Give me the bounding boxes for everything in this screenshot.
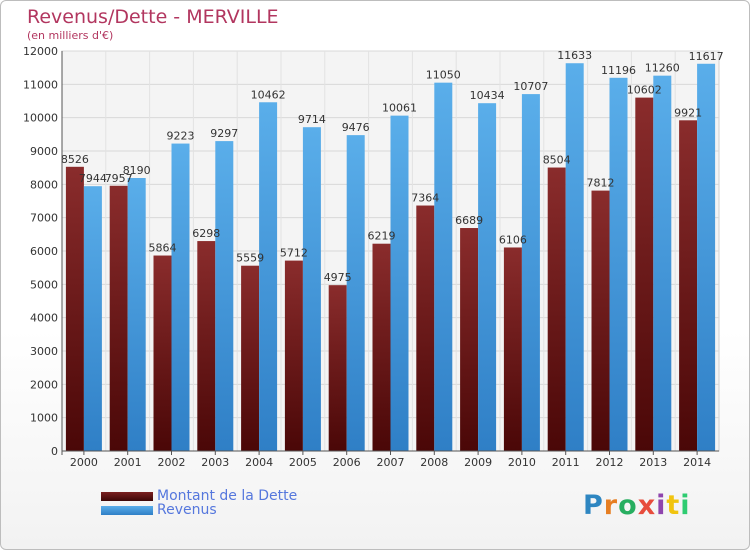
y-tick-label: 7000 — [30, 212, 58, 225]
data-label-dette: 5559 — [236, 252, 264, 265]
bar-revenus — [609, 77, 628, 452]
data-label-dette: 8526 — [61, 153, 89, 166]
data-label-dette: 5864 — [149, 242, 177, 255]
data-label-dette: 7364 — [411, 192, 439, 205]
x-tick-label: 2003 — [201, 456, 229, 469]
bar-dette — [416, 205, 435, 451]
data-label-dette: 6298 — [192, 227, 220, 240]
data-label-dette: 6689 — [455, 214, 483, 227]
x-tick-label: 2001 — [114, 456, 142, 469]
data-label-revenus: 9476 — [342, 121, 370, 134]
y-tick-label: 2000 — [30, 378, 58, 391]
y-tick-label: 6000 — [30, 245, 58, 258]
data-label-revenus: 9223 — [167, 130, 195, 143]
x-tick-label: 2008 — [420, 456, 448, 469]
bar-revenus — [215, 141, 234, 451]
x-tick-label: 2005 — [289, 456, 317, 469]
data-label-revenus: 11633 — [557, 49, 592, 62]
bar-revenus — [478, 103, 497, 451]
bar-dette — [460, 228, 479, 451]
data-label-revenus: 10707 — [513, 80, 548, 93]
bar-dette — [679, 120, 698, 452]
chart-subtitle: (en milliers d'€) — [27, 29, 114, 42]
x-tick-label: 2004 — [245, 456, 273, 469]
y-tick-label: 5000 — [30, 278, 58, 291]
legend-swatch-dette — [101, 491, 153, 501]
x-tick-label: 2014 — [683, 456, 711, 469]
x-tick-label: 2002 — [158, 456, 186, 469]
data-label-revenus: 9714 — [298, 113, 326, 126]
y-tick-label: 1000 — [30, 412, 58, 425]
data-label-dette: 7957 — [105, 172, 133, 185]
bar-dette — [372, 243, 391, 451]
data-label-dette: 10602 — [627, 84, 662, 97]
x-tick-label: 2006 — [333, 456, 361, 469]
data-label-revenus: 10061 — [382, 102, 417, 115]
data-label-dette: 6106 — [499, 233, 527, 246]
bar-dette — [591, 190, 610, 451]
bar-revenus — [390, 115, 409, 451]
bar-revenus — [127, 178, 146, 451]
bar-dette — [197, 241, 216, 451]
data-label-revenus: 10434 — [470, 89, 505, 102]
data-label-dette: 5712 — [280, 247, 308, 260]
x-tick-label: 2007 — [377, 456, 405, 469]
x-tick-label: 2012 — [596, 456, 624, 469]
data-label-dette: 4975 — [324, 271, 352, 284]
y-tick-label: 11000 — [23, 78, 58, 91]
y-tick-label: 9000 — [30, 145, 58, 158]
data-label-revenus: 11050 — [426, 69, 461, 82]
x-tick-label: 2011 — [552, 456, 580, 469]
legend-item-revenus: Revenus — [101, 501, 217, 519]
data-label-dette: 9921 — [674, 106, 702, 119]
bar-dette — [284, 260, 303, 451]
bar-dette — [153, 255, 172, 451]
bar-revenus — [521, 94, 540, 451]
bar-dette — [65, 166, 84, 452]
y-tick-label: 12000 — [23, 45, 58, 58]
chart-title: Revenus/Dette - MERVILLE — [27, 6, 279, 28]
data-label-revenus: 11260 — [645, 62, 680, 75]
legend-label-dette: Montant de la Dette — [157, 488, 298, 504]
x-tick-label: 2000 — [70, 456, 98, 469]
y-tick-label: 0 — [51, 445, 58, 458]
bar-dette — [547, 167, 566, 452]
y-tick-label: 4000 — [30, 312, 58, 325]
data-label-revenus: 11617 — [689, 50, 724, 63]
bar-dette — [503, 247, 522, 451]
bar-revenus — [697, 63, 716, 452]
data-label-dette: 8504 — [543, 154, 571, 167]
legend-swatch-revenus — [101, 505, 153, 515]
data-label-dette: 7812 — [587, 177, 615, 190]
bar-revenus — [83, 186, 102, 451]
bar-dette — [635, 97, 654, 451]
bar-revenus — [434, 82, 453, 452]
legend-item-dette: Montant de la Dette — [101, 487, 297, 505]
bar-revenus — [653, 75, 672, 452]
data-label-revenus: 11196 — [601, 64, 636, 77]
bar-dette — [109, 185, 128, 451]
y-tick-label: 10000 — [23, 112, 58, 125]
data-label-dette: 6219 — [368, 230, 396, 243]
bar-revenus — [302, 127, 321, 451]
data-label-revenus: 8190 — [123, 164, 151, 177]
bar-revenus — [346, 135, 365, 451]
x-tick-label: 2013 — [639, 456, 667, 469]
data-label-revenus: 10462 — [251, 88, 286, 101]
bar-revenus — [259, 102, 278, 452]
legend-label-revenus: Revenus — [157, 502, 217, 518]
data-label-revenus: 9297 — [210, 127, 238, 140]
y-tick-label: 8000 — [30, 178, 58, 191]
bar-revenus — [565, 63, 584, 451]
proxiti-logo: Proxiti — [583, 490, 691, 521]
x-tick-label: 2009 — [464, 456, 492, 469]
y-tick-label: 3000 — [30, 345, 58, 358]
bar-revenus — [171, 143, 190, 452]
bar-dette — [328, 285, 347, 451]
data-label-revenus: 7944 — [79, 172, 107, 185]
x-tick-label: 2010 — [508, 456, 536, 469]
bar-dette — [241, 265, 260, 451]
